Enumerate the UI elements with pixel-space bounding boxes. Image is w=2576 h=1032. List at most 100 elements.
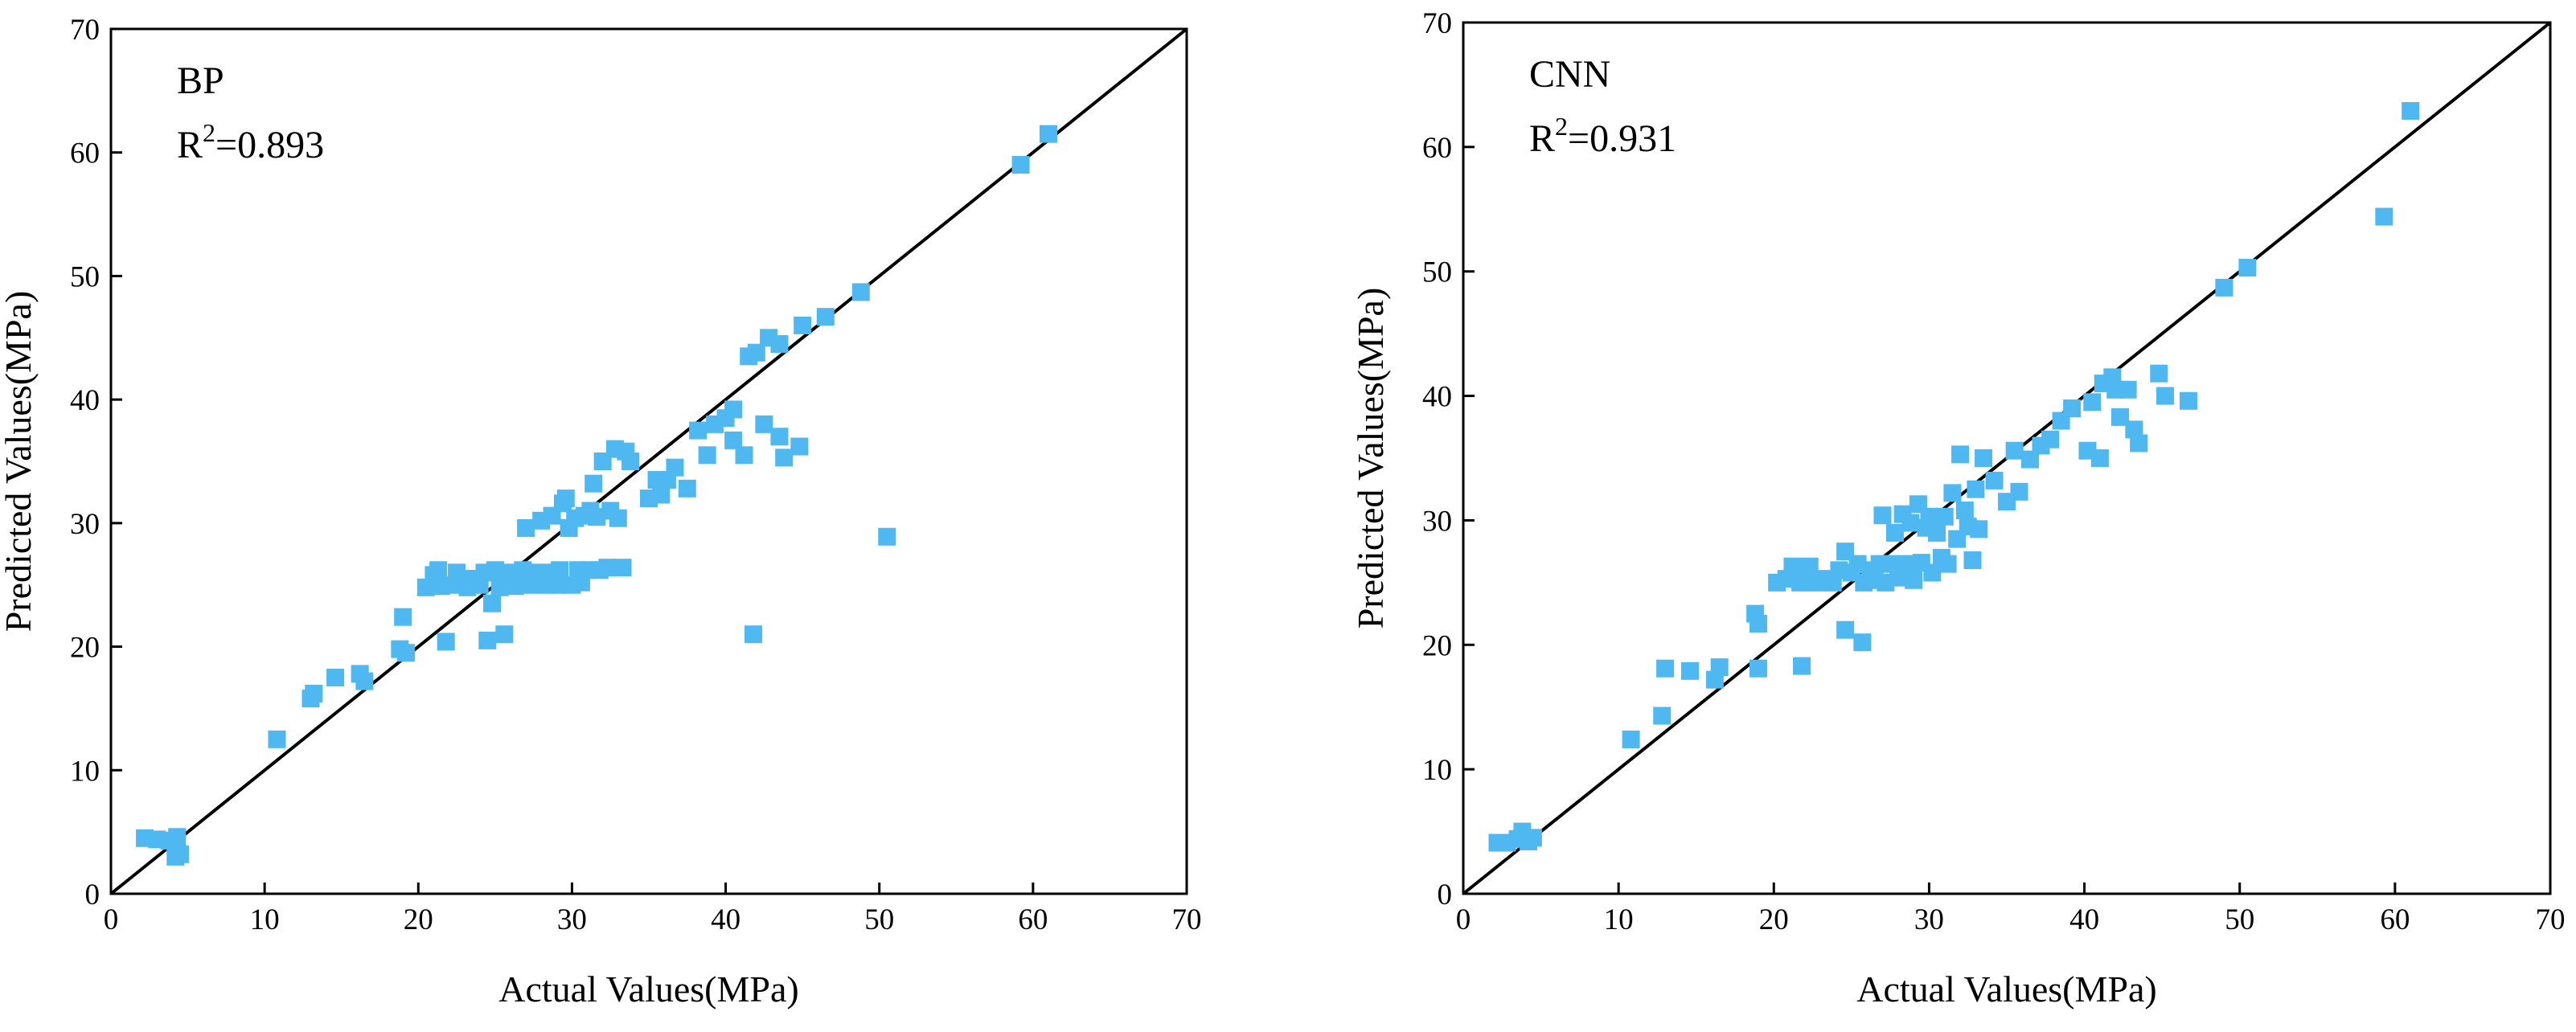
cnn-r2-annotation: R2=0.931 (1529, 112, 1676, 160)
cnn-y-axis-title: Predicted Values(MPa) (1350, 288, 1391, 629)
cnn-data-point (2063, 399, 2082, 418)
cnn-data-point (2090, 449, 2109, 467)
cnn-plot-frame (1462, 21, 2552, 895)
bp-model-label: BP (177, 59, 224, 102)
bp-data-point (652, 485, 671, 504)
cnn-data-point (2119, 380, 2137, 399)
bp-data-point (735, 446, 753, 465)
bp-data-point (394, 608, 412, 626)
cnn-data-point (1897, 555, 1915, 573)
cnn-data-point (2125, 420, 2143, 439)
cnn-data-point (1935, 507, 1954, 526)
cnn-data-point (1970, 520, 1988, 539)
cnn-data-point (2005, 441, 2024, 460)
bp-data-point (689, 421, 708, 440)
cnn-y-tick-label: 60 (1422, 132, 1452, 165)
cnn-y-tick-label: 70 (1422, 7, 1452, 40)
cnn-data-point (1791, 573, 1810, 592)
bp-data-point (1039, 125, 1057, 143)
cnn-data-point (1885, 523, 1904, 542)
bp-data-point (698, 446, 716, 465)
cnn-data-point (1889, 568, 1907, 587)
bp-data-point (790, 437, 809, 456)
cnn-data-point (1967, 480, 1985, 498)
cnn-data-point (1985, 471, 2004, 489)
cnn-data-point (1905, 571, 1923, 589)
bp-data-point (517, 519, 535, 538)
cnn-x-tick-label: 20 (1759, 903, 1789, 936)
bp-y-tick-label: 60 (70, 137, 100, 170)
bp-scatter-panel: 0 10 20 30 40 50 60 70 0 10 20 30 40 50 60 70 Actual Val… (0, 14, 1202, 1009)
bp-data-point (851, 283, 870, 301)
cnn-data-point (1975, 449, 1993, 467)
bp-x-tick-label: 70 (1172, 903, 1202, 936)
bp-data-point (355, 672, 374, 690)
bp-y-tick-label: 70 (70, 14, 100, 47)
cnn-x-tick-label: 10 (1604, 903, 1634, 936)
bp-y-tick-label: 10 (70, 755, 100, 788)
cnn-data-point (2110, 407, 2129, 426)
cnn-data-point (1710, 658, 1729, 677)
cnn-data-point (1836, 620, 1855, 639)
bp-x-tick-label: 50 (864, 903, 894, 936)
bp-x-tick-label: 30 (557, 903, 587, 936)
cnn-r2-value: =0.931 (1568, 117, 1676, 160)
bp-data-point (305, 684, 323, 702)
cnn-scatter-panel: 0 10 20 30 40 50 60 70 0 10 20 30 40 50 60 70 Actual Val… (1350, 7, 2566, 1009)
cnn-x-tick-label: 60 (2380, 903, 2410, 936)
bp-data-point (548, 575, 566, 594)
cnn-data-point (1938, 555, 1957, 573)
cnn-data-point (2150, 364, 2168, 383)
bp-data-point (429, 561, 448, 579)
cnn-data-point (2020, 450, 2039, 469)
cnn-data-point (1680, 661, 1699, 680)
bp-data-point (598, 559, 617, 577)
bp-data-point (747, 343, 765, 362)
cnn-y-tick-label: 10 (1422, 754, 1452, 787)
bp-x-axis-title: Actual Values(MPa) (498, 969, 798, 1009)
bp-data-point (396, 644, 415, 662)
cnn-data-point (2179, 391, 2197, 410)
cnn-data-point (1873, 506, 1892, 525)
bp-y-axis-title: Predicted Values(MPa) (0, 291, 39, 633)
bp-data-point (168, 828, 187, 846)
bp-r2-annotation: R2=0.893 (177, 118, 324, 166)
cnn-data-point (1653, 706, 1672, 725)
cnn-x-tick-label: 50 (2225, 903, 2254, 936)
cnn-data-point (2083, 393, 2102, 412)
bp-data-point (478, 631, 497, 649)
cnn-data-point (1923, 563, 1942, 582)
cnn-data-point (2130, 434, 2148, 453)
bp-plot-frame (109, 27, 1188, 895)
bp-data-point (588, 508, 606, 526)
bp-data-point (744, 625, 762, 644)
cnn-data-point (2156, 387, 2175, 405)
bp-data-point (437, 633, 455, 651)
bp-data-point (775, 448, 794, 467)
cnn-x-axis-title: Actual Values(MPa) (1856, 969, 2156, 1009)
cnn-y-tick-label: 40 (1422, 381, 1452, 414)
cnn-data-point (2375, 207, 2393, 226)
bp-y-tick-label: 50 (70, 260, 100, 293)
bp-data-point (556, 489, 575, 508)
bp-data-point (495, 625, 514, 644)
bp-x-tick-label: 10 (250, 903, 280, 936)
bp-data-point (621, 453, 640, 470)
bp-data-point (268, 730, 286, 748)
bp-data-point (724, 431, 743, 449)
bp-y-tick-label: 20 (70, 632, 100, 665)
cnn-y-tick-label: 20 (1422, 629, 1452, 662)
bp-y-tick-label: 0 (85, 878, 100, 911)
cnn-model-label: CNN (1529, 53, 1610, 96)
bp-data-point (585, 474, 603, 493)
bp-x-tick-label: 20 (404, 903, 433, 936)
bp-data-point (666, 458, 684, 477)
cnn-data-point (1943, 484, 1962, 502)
bp-data-point (878, 527, 896, 546)
cnn-y-tick-label: 0 (1438, 878, 1453, 911)
cnn-x-tick-label: 30 (1914, 903, 1944, 936)
bp-data-point (613, 559, 632, 577)
cnn-x-tick-label: 40 (2069, 903, 2099, 936)
bp-data-point (678, 479, 696, 498)
bp-r2-value: =0.893 (215, 124, 324, 166)
